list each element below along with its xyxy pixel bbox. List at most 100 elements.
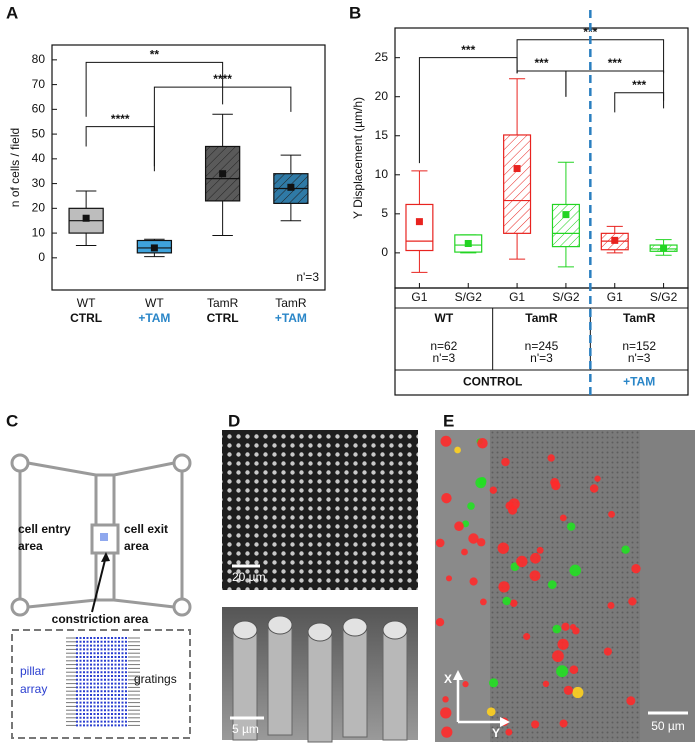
- label-line: area: [124, 539, 149, 553]
- pillar-top: [267, 615, 293, 635]
- mean: [562, 211, 570, 219]
- cell: [477, 438, 488, 449]
- inset-box: [11, 629, 191, 739]
- cell: [603, 647, 612, 656]
- cell: [536, 546, 544, 554]
- reservoir: [10, 453, 30, 473]
- pillar: [307, 631, 333, 743]
- mean: [415, 218, 423, 226]
- mean: [82, 214, 90, 222]
- cell: [563, 685, 573, 695]
- y-tick-label: 5: [381, 206, 388, 220]
- pillar-region: [100, 533, 108, 541]
- pillar-top: [342, 617, 368, 637]
- device-outline: [10, 453, 192, 617]
- group-n-prime: n'=3: [628, 351, 651, 365]
- cell: [589, 484, 599, 493]
- mean: [513, 165, 521, 173]
- label-line: array: [20, 682, 47, 696]
- cell: [488, 678, 499, 688]
- y-tick-label: 30: [32, 176, 46, 190]
- y-tick-label: 40: [32, 151, 46, 165]
- cell: [475, 477, 487, 489]
- sem-pillars: [232, 615, 408, 743]
- significance-label: **: [150, 47, 160, 61]
- x-tick-label: S/G2: [552, 290, 580, 304]
- label-line: area: [18, 539, 43, 553]
- y-tick-label: 15: [375, 128, 389, 142]
- cell: [469, 577, 478, 586]
- cells: [435, 435, 641, 738]
- panel-label: E: [443, 411, 454, 430]
- cell: [529, 570, 541, 582]
- axis-arrows: [456, 676, 504, 724]
- mean: [150, 244, 158, 252]
- cell: [626, 696, 636, 706]
- constriction-label: constriction area: [52, 612, 149, 626]
- cell: [435, 538, 445, 548]
- reservoir: [172, 453, 192, 473]
- cell: [505, 728, 513, 736]
- y-tick-label: 60: [32, 102, 46, 116]
- significance-label: ***: [583, 25, 597, 39]
- mean: [219, 170, 227, 178]
- significance-bracket: [516, 70, 567, 97]
- pillar-array: [66, 637, 140, 727]
- cell: [551, 480, 561, 491]
- significance-label: ***: [608, 56, 622, 70]
- cell: [569, 665, 579, 675]
- y-axis-label: n of cells / field: [8, 128, 22, 207]
- table-frame: [394, 287, 689, 396]
- cell: [559, 514, 567, 522]
- cell: [547, 580, 557, 590]
- y-tick-label: 25: [375, 50, 389, 64]
- cell: [486, 707, 496, 717]
- x-tick-label: WT: [145, 296, 164, 310]
- mean: [611, 236, 619, 244]
- cell: [516, 555, 528, 568]
- cell: [631, 564, 641, 574]
- scale-label: 20 µm: [232, 570, 266, 584]
- sem-image-top: [222, 430, 418, 590]
- mean: [287, 183, 295, 191]
- scale-label: 50 µm: [651, 719, 685, 733]
- cell: [607, 602, 615, 610]
- cell: [552, 624, 562, 634]
- box: [551, 203, 580, 248]
- box: [503, 134, 532, 234]
- gratings-label: gratings: [134, 672, 177, 686]
- x-tick-label: WT: [77, 296, 96, 310]
- mean: [660, 244, 668, 252]
- mean: [464, 239, 472, 247]
- panel-label: B: [349, 3, 361, 22]
- significance-bracket: [565, 70, 665, 101]
- axis-label: Y: [492, 726, 500, 740]
- cell: [530, 552, 541, 564]
- significance-label: ****: [111, 112, 130, 126]
- y-tick-label: 0: [38, 250, 45, 264]
- x-tick-label: S/G2: [455, 290, 483, 304]
- group-n: n=152: [622, 339, 656, 353]
- cell: [467, 502, 475, 510]
- exit-label: cell exit area: [124, 522, 168, 553]
- cell: [477, 538, 486, 547]
- cell: [441, 492, 452, 504]
- significance-label: ****: [213, 72, 232, 86]
- cell: [547, 454, 555, 462]
- cell: [594, 475, 601, 482]
- cell: [461, 548, 468, 556]
- reservoir: [10, 597, 30, 617]
- cell: [440, 707, 452, 719]
- group-n-prime: n'=3: [433, 351, 456, 365]
- box: [405, 203, 434, 252]
- pillar-top: [307, 622, 333, 642]
- cell: [572, 686, 584, 699]
- cell: [435, 617, 445, 627]
- label-line: cell exit: [124, 522, 168, 536]
- cell: [557, 638, 569, 650]
- cell: [556, 665, 569, 678]
- cell: [531, 720, 540, 729]
- cell: [462, 520, 470, 528]
- y-tick-label: 80: [32, 52, 46, 66]
- group-n: n=62: [430, 339, 457, 353]
